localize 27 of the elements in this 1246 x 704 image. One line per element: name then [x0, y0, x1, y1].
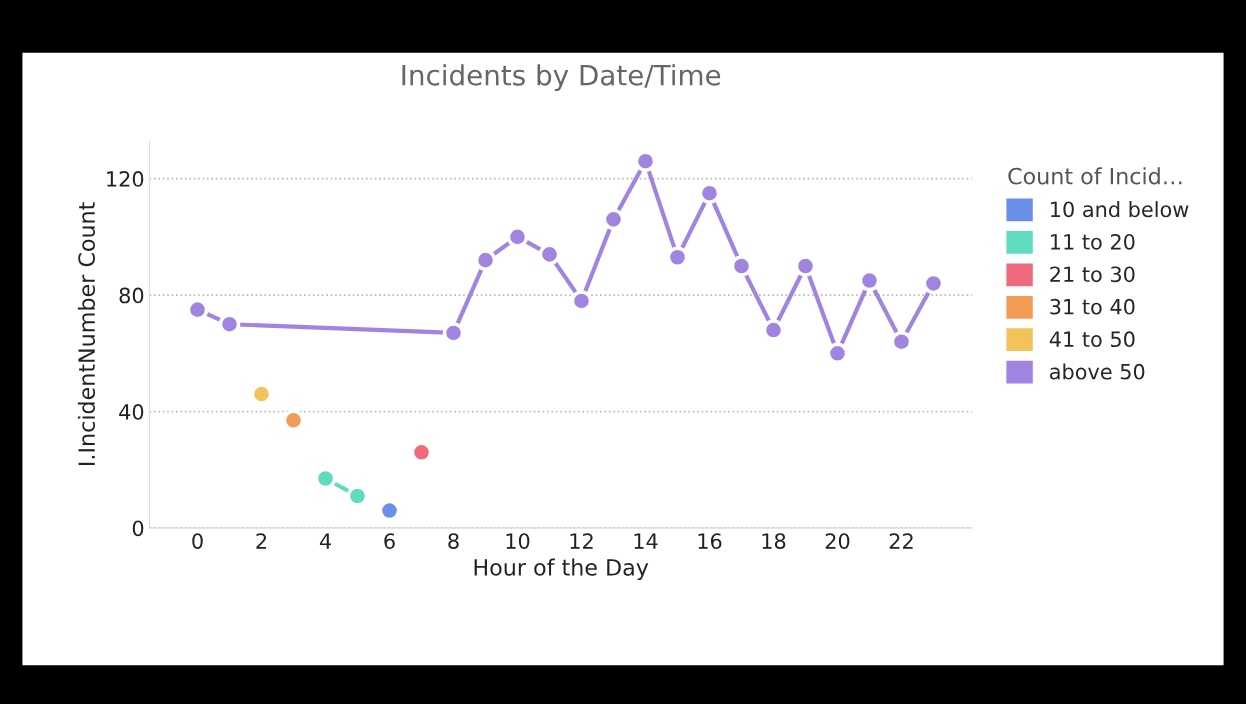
x-tick-label: 0	[192, 533, 203, 549]
x-tick-label: 10	[506, 533, 530, 549]
x-tick-label: 20	[825, 533, 850, 549]
x-tick-label: 12	[570, 533, 593, 549]
x-tick-label: 6	[384, 533, 395, 549]
x-tick-label: 22	[889, 533, 913, 549]
x-axis-title: Hour of the Day	[474, 558, 649, 581]
legend-label: 41 to 50	[1049, 331, 1135, 348]
x-tick-label: 18	[762, 533, 786, 549]
y-tick-label: 40	[119, 404, 144, 420]
y-tick-label: 0	[132, 520, 144, 537]
x-tick-label: 16	[698, 533, 722, 549]
legend-title: Count of Incid…	[1008, 167, 1182, 185]
legend-label: 31 to 40	[1050, 298, 1135, 315]
x-tick-label: 2	[256, 533, 267, 549]
legend-label: above 50	[1049, 363, 1145, 380]
legend-label: 21 to 30	[1050, 266, 1135, 283]
chart-title: Incidents by Date/Time	[402, 64, 721, 92]
legend-label: 10 and below	[1051, 201, 1189, 218]
y-axis-title: I.IncidentNumber Count	[77, 202, 96, 465]
x-tick-label: 8	[448, 533, 459, 549]
legend-label: 11 to 20	[1051, 233, 1135, 250]
y-tick-label: 120	[107, 171, 144, 187]
x-tick-label: 14	[634, 533, 658, 549]
y-tick-label: 80	[119, 287, 144, 304]
point	[506, 226, 529, 248]
x-tick-label: 4	[319, 533, 331, 549]
